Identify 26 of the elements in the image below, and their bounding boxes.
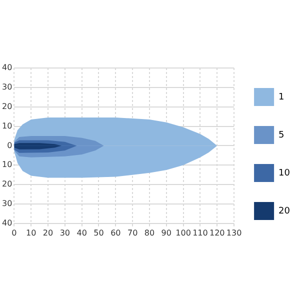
x-tick-label: 70 [127,228,138,238]
x-tick-label: 40 [76,228,87,238]
y-tick-label: 40 [2,63,12,72]
x-tick-label: 130 [226,228,242,238]
legend-label: 5 [278,130,284,140]
x-tick-label: 20 [42,228,54,238]
y-tick-label: 30 [2,82,12,92]
legend-label: 10 [278,168,290,178]
x-tick-label: 100 [176,228,191,238]
x-tick-label: 50 [94,228,104,238]
x-tick-label: 10 [26,228,36,238]
x-tick-label: 30 [60,228,70,238]
y-tick-label: 10 [2,160,12,170]
x-tick-label: 110 [192,228,208,238]
x-tick-label: 60 [110,228,121,238]
legend-label: 1 [278,92,284,102]
y-tick-label: 10 [2,121,12,130]
x-tick-label: 80 [144,228,155,238]
legend-label: 20 [278,206,290,216]
y-tick-label: 20 [2,102,12,111]
y-tick-label: 40 [2,218,12,228]
y-tick-label: 30 [2,199,12,208]
x-tick-label: 90 [161,228,172,238]
y-tick-label: 0 [7,140,12,150]
x-tick-label: 120 [209,228,225,238]
y-tick-label: 20 [2,180,12,189]
